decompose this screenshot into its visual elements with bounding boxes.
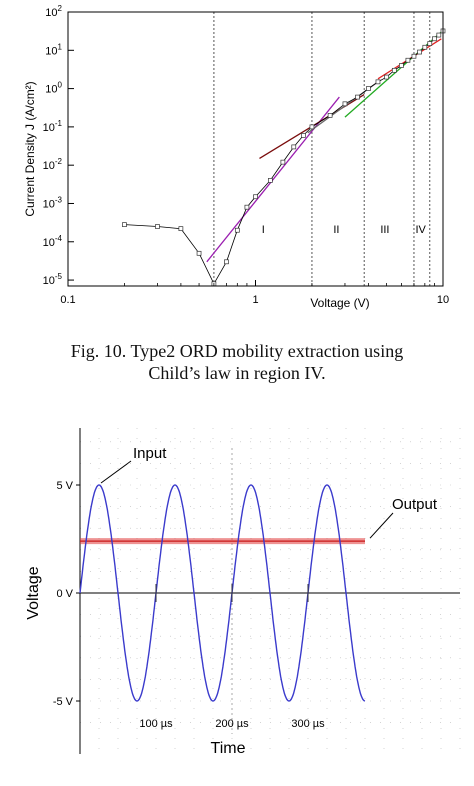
y-tick-label: 10-1 [43, 119, 63, 134]
data-point [436, 32, 442, 38]
input-label: Input [133, 445, 167, 462]
data-point [417, 49, 422, 55]
data-point [178, 226, 184, 232]
data-point [375, 79, 381, 85]
data-point [196, 250, 202, 256]
x-tick-label: 0.1 [60, 294, 75, 306]
y-tick-label: -5 V [53, 696, 74, 708]
x-tick-label: 300 µs [291, 718, 325, 730]
data-point [155, 224, 160, 229]
data-point [122, 222, 127, 227]
figure-caption-line-1: Fig. 10. Type2 ORD mobility extraction u… [70, 341, 404, 361]
data-point [391, 67, 397, 73]
data-point [280, 159, 286, 165]
input-label-pointer [100, 460, 132, 484]
output-label-pointer [369, 512, 394, 539]
x-axis-label: Time [211, 740, 246, 757]
plot-frame [67, 11, 444, 287]
x-tick-label: 200 µs [215, 718, 249, 730]
data-point [342, 101, 348, 107]
data-point [291, 144, 297, 150]
y-tick-label: 0 V [56, 588, 73, 600]
x-axis-label: Voltage (V) [310, 296, 369, 310]
data-point [399, 63, 404, 68]
y-tick-label: 10-5 [43, 272, 63, 287]
region-label-IV: IV [415, 224, 426, 236]
data-point [327, 113, 333, 118]
y-tick-label: 5 V [56, 480, 73, 492]
oscilloscope-chart: 5 V 0 V -5 V 100 µs 200 µs 300 µs Input Output T… [25, 428, 461, 757]
y-axis-label: Current Density J (A/cm²) [23, 81, 37, 216]
x-tick-label: 10 [437, 294, 449, 306]
region-label-I: I [262, 224, 265, 236]
y-tick-label: 10-2 [43, 157, 63, 172]
data-point [422, 44, 428, 50]
data-point [267, 178, 273, 183]
fit-line-1 [206, 96, 340, 263]
data-point [234, 227, 240, 233]
data-point [224, 259, 229, 265]
data-point [427, 41, 433, 46]
output-label: Output [392, 496, 438, 513]
data-point [253, 194, 258, 200]
x-tick-label: 100 µs [139, 718, 173, 730]
x-tick-label: 1 [252, 294, 258, 306]
data-point [405, 57, 411, 63]
region-label-II: II [333, 224, 339, 236]
data-point [432, 36, 437, 42]
data-point [301, 133, 306, 138]
input-trace [79, 484, 366, 702]
y-tick-label: 10-3 [43, 195, 63, 210]
data-point [244, 204, 250, 210]
figure-caption-line-2: Child’s law in region IV. [148, 363, 326, 383]
fit-line-4 [344, 31, 442, 118]
data-point [411, 53, 417, 59]
y-tick-label: 100 [45, 81, 62, 96]
region-label-III: III [380, 224, 389, 236]
data-point [384, 74, 389, 80]
y-tick-label: 101 [45, 42, 62, 57]
data-point [309, 124, 315, 130]
data-point [366, 86, 371, 91]
y-tick-label: 102 [45, 4, 62, 19]
data-point [355, 94, 360, 100]
figure-caption: Fig. 10. Type2 ORD mobility extraction u… [0, 340, 474, 384]
y-tick-label: 10-4 [43, 234, 63, 249]
y-axis-label: Voltage [25, 566, 42, 619]
